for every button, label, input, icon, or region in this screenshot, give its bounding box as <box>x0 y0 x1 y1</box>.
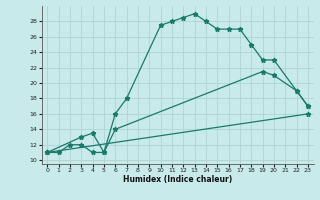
X-axis label: Humidex (Indice chaleur): Humidex (Indice chaleur) <box>123 175 232 184</box>
